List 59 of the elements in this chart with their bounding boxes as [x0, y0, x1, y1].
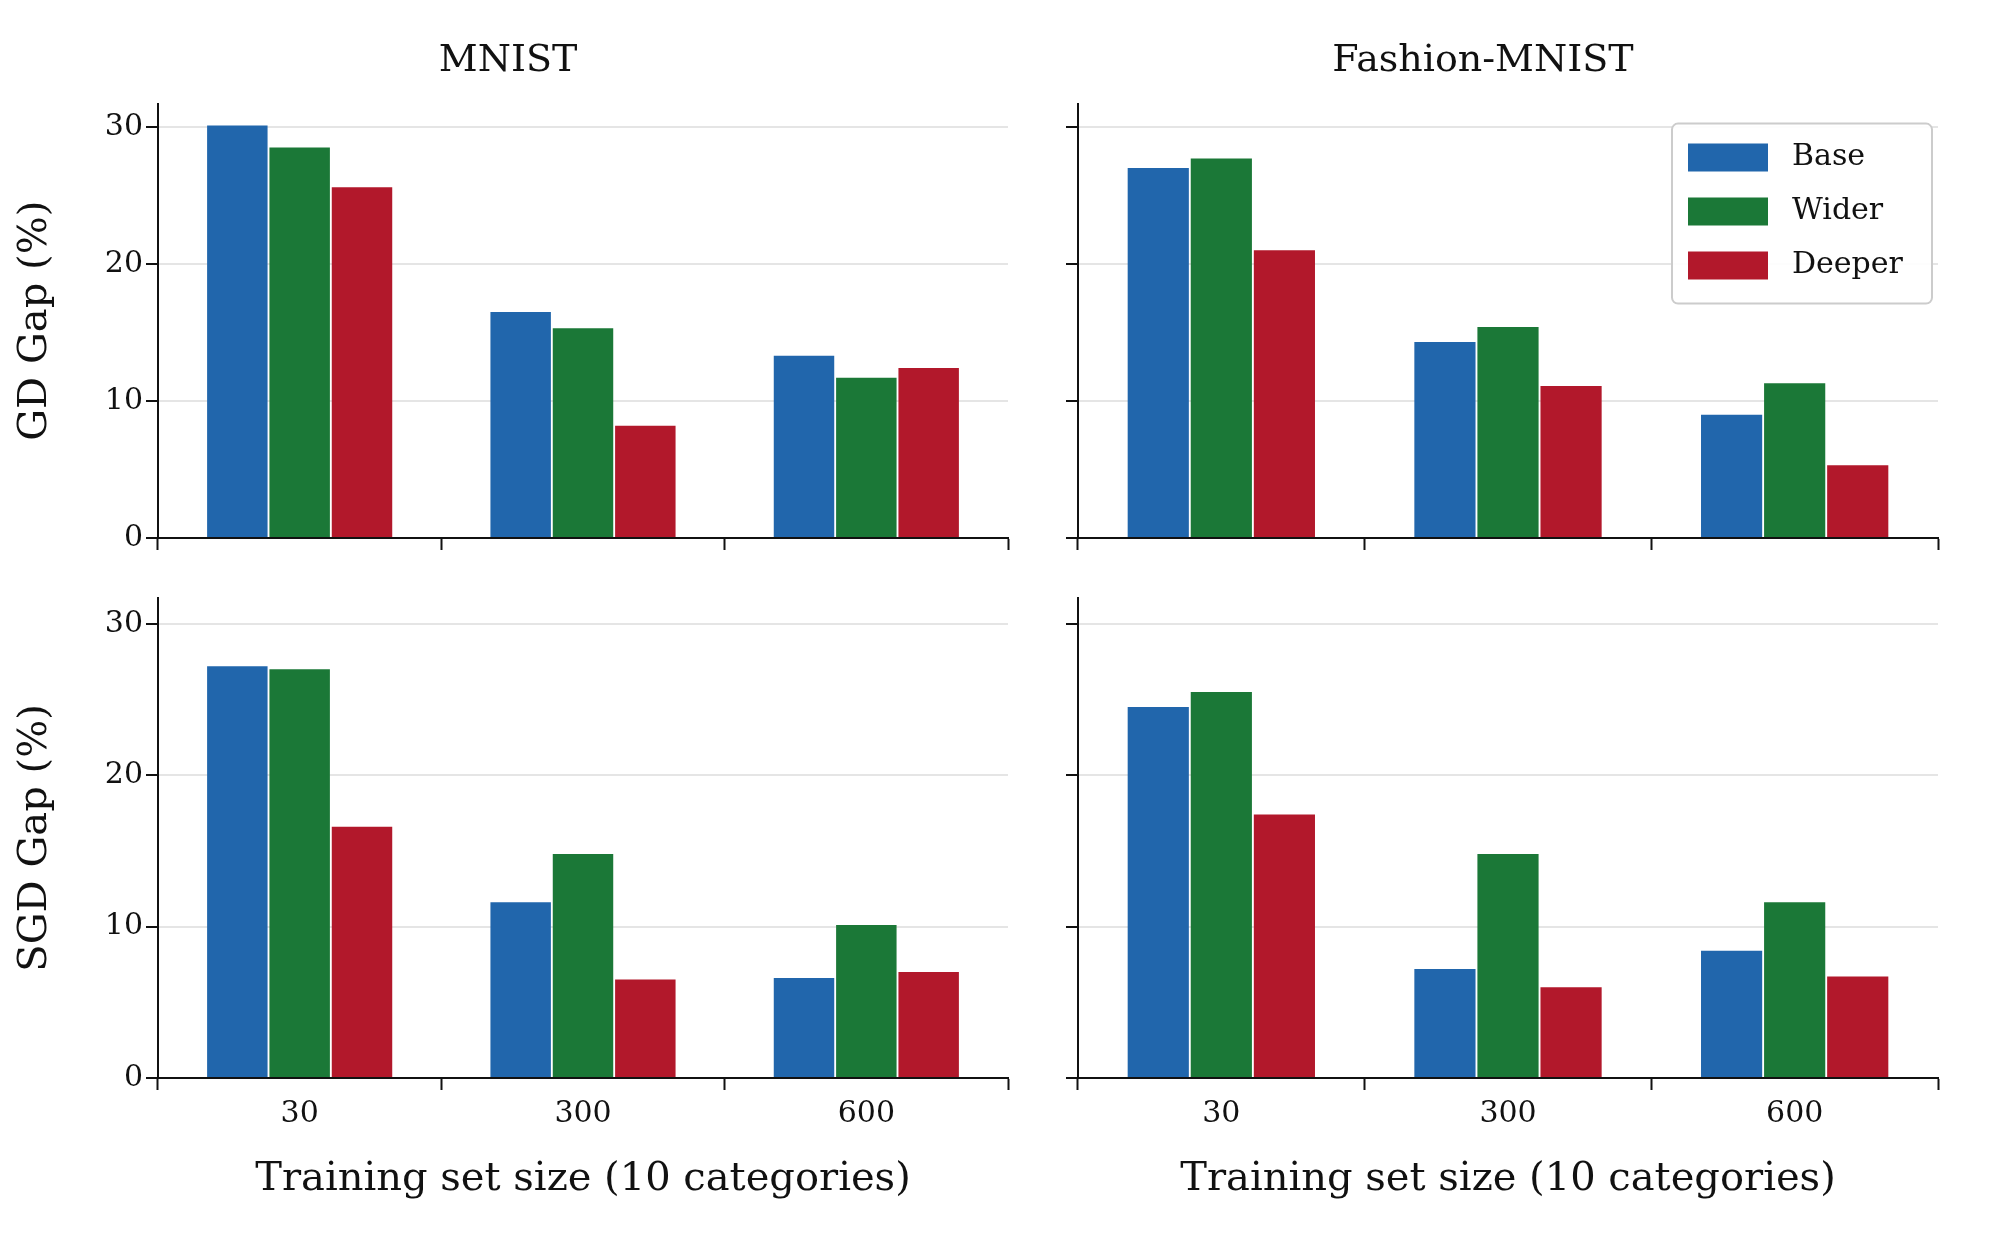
y-tick-label: 10 — [104, 380, 143, 416]
bar — [552, 328, 614, 537]
bar — [1701, 950, 1763, 1077]
x-tick-label: 600 — [1766, 1093, 1824, 1129]
y-tick-label: 0 — [123, 1057, 143, 1093]
bar — [1190, 691, 1252, 1077]
bar — [1701, 414, 1763, 537]
y-tick-label: 30 — [104, 603, 143, 639]
bar — [1764, 902, 1826, 1077]
chart-title: MNIST — [438, 35, 578, 80]
bar — [615, 979, 676, 1077]
bar — [1540, 385, 1602, 537]
bar — [836, 377, 897, 537]
bar — [836, 925, 897, 1077]
x-axis-title: Training set size (10 categories) — [1180, 1153, 1836, 1200]
y-axis-title: SGD Gap (%) — [9, 704, 56, 972]
legend-label: Base — [1792, 137, 1866, 173]
bar — [1190, 158, 1252, 537]
bar — [1414, 968, 1476, 1077]
y-tick-label: 30 — [104, 106, 143, 142]
legend-label: Wider — [1792, 191, 1884, 227]
bar — [1414, 342, 1476, 537]
bar — [490, 902, 551, 1077]
bar — [1127, 707, 1189, 1077]
y-tick-label: 20 — [104, 754, 143, 790]
y-tick-label: 10 — [104, 906, 143, 942]
bar — [898, 368, 959, 537]
legend-label: Deeper — [1792, 245, 1904, 281]
bar — [1477, 326, 1539, 537]
bar — [490, 311, 551, 537]
x-axis-title: Training set size (10 categories) — [255, 1153, 911, 1200]
bar — [773, 355, 835, 537]
bar — [207, 125, 268, 537]
bar — [615, 425, 676, 537]
bar — [331, 187, 393, 537]
x-tick-label: 600 — [837, 1093, 895, 1129]
bar — [552, 853, 614, 1077]
x-tick-label: 300 — [554, 1093, 612, 1129]
x-tick-label: 300 — [1479, 1093, 1537, 1129]
bar — [1764, 383, 1826, 537]
y-tick-label: 20 — [104, 243, 143, 279]
x-tick-label: 30 — [1202, 1093, 1241, 1129]
y-tick-label: 0 — [123, 517, 143, 553]
bar — [207, 666, 268, 1077]
bar — [1827, 465, 1889, 537]
bar — [1540, 987, 1602, 1077]
x-tick-label: 30 — [280, 1093, 319, 1129]
bar — [1827, 976, 1889, 1077]
bar — [269, 147, 330, 537]
bar — [1127, 168, 1189, 537]
bar — [331, 826, 393, 1077]
bar — [898, 972, 959, 1077]
y-axis-title: GD Gap (%) — [9, 200, 56, 441]
bar — [269, 669, 330, 1077]
bar — [1477, 853, 1539, 1077]
bar — [773, 978, 835, 1077]
chart-title: Fashion-MNIST — [1332, 35, 1634, 80]
bar — [1253, 814, 1315, 1077]
bar — [1253, 250, 1315, 537]
